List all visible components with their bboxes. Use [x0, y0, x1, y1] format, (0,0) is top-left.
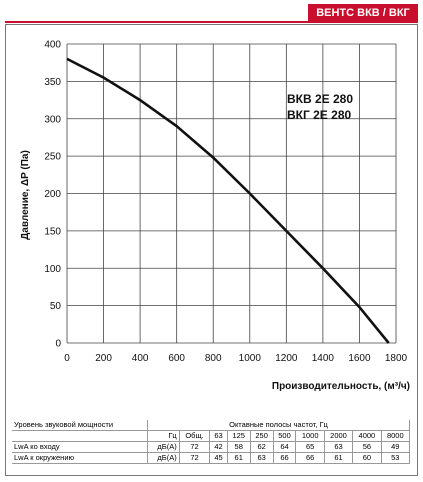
table-cell: 63 [249, 452, 274, 464]
annotation-line-2: ВКГ 2Е 280 [287, 108, 351, 122]
brand-label: ВЕНТС ВКВ / ВКГ [308, 4, 418, 22]
table-col-header: 4000 [352, 430, 382, 442]
y-tick-label: 200 [44, 189, 61, 200]
table-cell: 60 [352, 452, 382, 464]
x-tick-label: 400 [132, 353, 149, 364]
table-col-header: 63 [209, 430, 228, 442]
table-cell: 45 [209, 452, 228, 464]
table-cell: 61 [323, 452, 354, 464]
table-blank [12, 430, 148, 442]
y-tick-label: 50 [50, 301, 62, 312]
table-cell: 72 [178, 441, 211, 453]
annotation-line-1: ВКВ 2Е 280 [287, 92, 353, 106]
grid [66, 43, 397, 344]
y-tick-label: 150 [44, 226, 61, 237]
x-tick-label: 0 [64, 353, 70, 364]
y-tick-label: 250 [44, 152, 61, 163]
table-cell: 58 [226, 441, 251, 453]
table-cell: 72 [178, 452, 211, 464]
tick-labels: 0 200 400 600 800 1000 1200 1400 1600 1800 0 50 100 1… [44, 40, 407, 365]
table-col-header: 500 [272, 430, 297, 442]
table-hz: Гц [146, 430, 180, 442]
table-cell: 42 [209, 441, 228, 453]
table-cell: 66 [272, 452, 297, 464]
table-cell: 66 [295, 452, 325, 464]
x-tick-label: 600 [168, 353, 185, 364]
table-col-header: 250 [249, 430, 274, 442]
row-label: LwA к окружению [12, 452, 148, 464]
table-cell: 49 [380, 441, 411, 453]
x-tick-label: 1600 [348, 353, 371, 364]
x-tick-label: 1200 [275, 353, 298, 364]
x-tick-label: 200 [95, 353, 112, 364]
table-cell: 64 [272, 441, 297, 453]
table-col-header: 8000 [380, 430, 411, 442]
table-col-header: 125 [226, 430, 251, 442]
y-tick-label: 300 [44, 114, 61, 125]
table-cell: 63 [323, 441, 354, 453]
table-col-header: Общ. [178, 430, 211, 442]
table-cell: 61 [226, 452, 251, 464]
table-head-right: Октавные полосы частот, Гц [146, 420, 411, 431]
y-tick-label: 350 [44, 77, 61, 88]
row-label: LwA ко входу [12, 441, 148, 453]
brand-rule [5, 21, 418, 23]
chart-frame [5, 24, 418, 476]
table-cell: 53 [380, 452, 411, 464]
y-tick-label: 100 [44, 264, 61, 275]
table-col-header: 2000 [323, 430, 354, 442]
x-tick-label: 1800 [385, 353, 408, 364]
sound-power-table: Уровень звуковой мощности Октавные полос… [12, 420, 411, 464]
table-cell: 56 [352, 441, 382, 453]
table-cell: 62 [249, 441, 274, 453]
series-line [66, 57, 390, 344]
pressure-flow-chart: 0 200 400 600 800 1000 1200 1400 1600 1800 0 50 100 1… [20, 40, 410, 393]
table-col-header: 1000 [295, 430, 325, 442]
x-tick-label: 1400 [312, 353, 335, 364]
y-axis-label: Давление, ΔP (Па) [20, 150, 31, 240]
y-tick-label: 400 [44, 40, 61, 51]
table-head-left: Уровень звуковой мощности [12, 420, 148, 431]
table-cell: 65 [295, 441, 325, 453]
x-tick-label: 800 [205, 353, 222, 364]
x-tick-label: 1000 [239, 353, 262, 364]
row-unit: дБ(А) [146, 452, 180, 464]
y-tick-label: 0 [55, 339, 61, 350]
row-unit: дБ(А) [146, 441, 180, 453]
x-axis-label: Производительность, (м³/ч) [272, 381, 410, 392]
